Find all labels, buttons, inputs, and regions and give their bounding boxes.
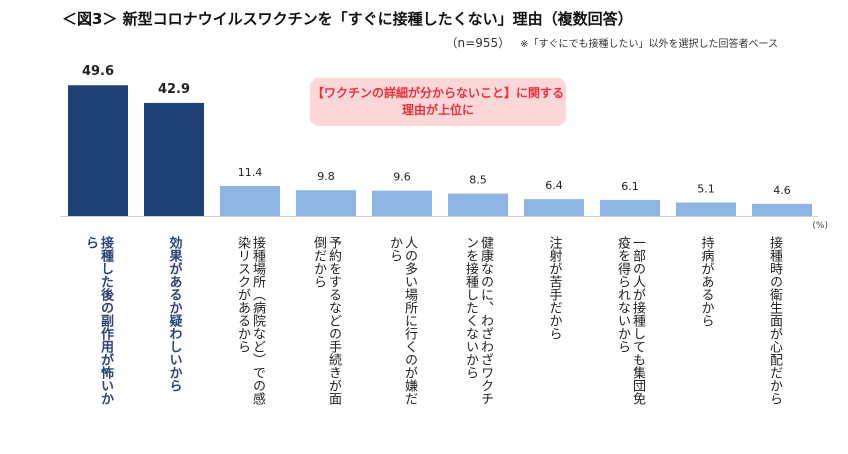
bar <box>144 102 204 216</box>
category-label: 接種場所（病院など）での感染リスクがあるから <box>235 236 265 405</box>
data-label: 6.4 <box>545 179 563 192</box>
callout-box: 【ワクチンの詳細が分からないこと】に関する 理由が上位に <box>310 78 566 126</box>
bar <box>600 199 660 216</box>
category-label: 持病があるから <box>698 236 714 327</box>
callout-line-2: 理由が上位に <box>401 103 474 117</box>
data-label: 9.6 <box>393 171 411 184</box>
category-label: 健康なのに、わざわざワクチンを接種したくないから <box>463 236 493 405</box>
sample-size: （n=955） <box>445 36 511 50</box>
category-label: 一部の人が接種しても集団免疫を得られないから <box>615 236 645 405</box>
category-label: 人の多い場所に行くのが嫌だから <box>387 236 417 405</box>
data-label: 4.6 <box>773 184 791 197</box>
data-label: 42.9 <box>158 82 190 97</box>
bar <box>676 202 736 216</box>
callout-line-1: 【ワクチンの詳細が分からないこと】に関する <box>311 86 564 100</box>
category-label: 接種した後の副作用が怖いから <box>83 236 113 405</box>
data-label: 11.4 <box>238 166 263 179</box>
bar <box>296 190 356 216</box>
category-label: 注射が苦手だから <box>546 236 562 340</box>
category-label: 接種時の衛生面が心配だから <box>767 236 782 405</box>
data-label: 6.1 <box>621 180 639 193</box>
chart-note: （n=955） ※「すぐにでも接種したい」以外を選択した回答者ベース <box>446 34 778 51</box>
category-label: 効果があるか疑わしいから <box>166 236 182 392</box>
chart-title: ＜図3＞ 新型コロナウイルスワクチンを「すぐに接種したくない」理由（複数回答） <box>62 10 633 28</box>
unit-label: (%) <box>812 221 828 231</box>
category-label: 予約をするなどの手続きが面倒だから <box>311 236 341 405</box>
bar <box>68 85 128 217</box>
bar <box>372 190 432 216</box>
data-label: 49.6 <box>82 64 114 79</box>
data-label: 5.1 <box>697 183 715 196</box>
bar <box>752 203 812 216</box>
bar <box>448 193 508 216</box>
data-label: 9.8 <box>317 170 335 183</box>
bar <box>524 199 584 216</box>
bar <box>220 185 280 216</box>
data-label: 8.5 <box>469 174 487 187</box>
base-note: ※「すぐにでも接種したい」以外を選択した回答者ベース <box>520 39 778 50</box>
